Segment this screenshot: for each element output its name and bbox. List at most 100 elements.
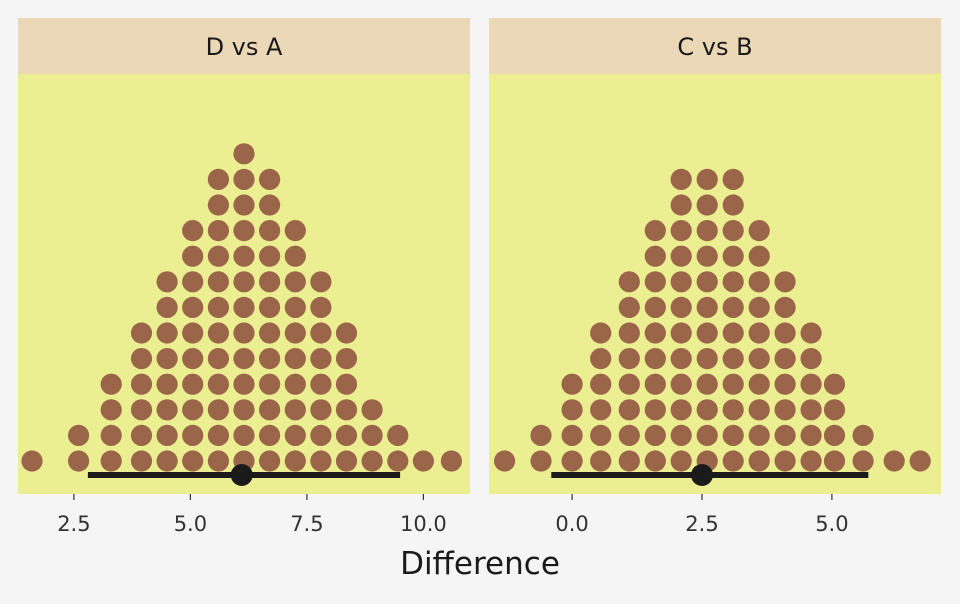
- dot: [335, 450, 358, 472]
- dot: [644, 348, 666, 370]
- dot: [387, 450, 409, 472]
- dot: [748, 322, 770, 344]
- panel-2-dots: [494, 168, 931, 472]
- dot: [310, 399, 332, 421]
- dot: [335, 348, 358, 370]
- dot: [696, 296, 718, 318]
- dot: [670, 271, 692, 293]
- panel-1-strip: [18, 18, 470, 74]
- dot: [387, 424, 409, 446]
- dot: [883, 450, 905, 472]
- dot: [722, 296, 744, 318]
- dot: [823, 399, 846, 421]
- dot: [618, 271, 640, 293]
- dot: [590, 322, 612, 344]
- dot: [335, 373, 358, 395]
- dot: [800, 322, 822, 344]
- panel-d-vs-a: D vs A 2.5 5.0 7.5 10.0: [18, 18, 470, 536]
- dot: [748, 373, 770, 395]
- dot: [233, 220, 255, 242]
- dot: [618, 348, 640, 370]
- dot: [233, 399, 255, 421]
- dot: [412, 450, 434, 472]
- dot: [259, 271, 281, 293]
- dot: [590, 399, 612, 421]
- dot: [284, 322, 306, 344]
- dot: [748, 348, 770, 370]
- dot: [100, 450, 122, 472]
- dot: [852, 450, 874, 472]
- dot: [670, 296, 692, 318]
- dot: [696, 194, 718, 216]
- dot: [233, 424, 255, 446]
- dot: [618, 322, 640, 344]
- dot: [310, 271, 332, 293]
- dot: [284, 220, 306, 242]
- panel-2-title: C vs B: [677, 33, 752, 61]
- dot: [156, 322, 178, 344]
- dot: [800, 450, 822, 472]
- dot: [130, 348, 153, 370]
- dot: [696, 271, 718, 293]
- dot: [259, 194, 281, 216]
- dot: [696, 220, 718, 242]
- dot: [233, 322, 255, 344]
- dot: [310, 373, 332, 395]
- dot: [618, 373, 640, 395]
- dot: [284, 373, 306, 395]
- dot: [259, 296, 281, 318]
- dot: [284, 245, 306, 267]
- dot: [590, 373, 612, 395]
- panel-2-interval-group: [551, 464, 869, 486]
- dot: [182, 220, 204, 242]
- dot: [670, 245, 692, 267]
- dot: [823, 450, 846, 472]
- dot: [233, 296, 255, 318]
- dot: [259, 399, 281, 421]
- dot: [284, 399, 306, 421]
- dot: [561, 373, 583, 395]
- dot: [259, 245, 281, 267]
- panel-2-tick-label: 0.0: [555, 512, 588, 536]
- dot: [774, 348, 796, 370]
- dot: [259, 450, 281, 472]
- dot: [722, 245, 744, 267]
- dot: [722, 373, 744, 395]
- dot: [909, 450, 931, 472]
- dot: [21, 450, 43, 472]
- dot: [670, 424, 692, 446]
- dot: [696, 373, 718, 395]
- dot: [207, 271, 229, 293]
- dot: [670, 194, 692, 216]
- dot: [259, 168, 281, 190]
- dot: [207, 399, 229, 421]
- dot: [774, 450, 796, 472]
- dot: [748, 399, 770, 421]
- dot: [590, 424, 612, 446]
- panel-1-interval-group: [87, 464, 401, 486]
- point-estimate: [230, 464, 253, 486]
- dot: [748, 450, 770, 472]
- dot: [494, 450, 516, 472]
- dot: [800, 373, 822, 395]
- dot: [440, 450, 462, 472]
- dot: [259, 220, 281, 242]
- dot: [561, 399, 583, 421]
- panel-1-dots: [21, 143, 462, 472]
- dot: [722, 399, 744, 421]
- dot: [644, 450, 666, 472]
- dot: [561, 450, 583, 472]
- dot: [207, 424, 229, 446]
- dot: [722, 271, 744, 293]
- dot: [68, 424, 90, 446]
- dot: [361, 450, 383, 472]
- dot: [156, 424, 178, 446]
- dot: [670, 450, 692, 472]
- dot: [182, 373, 204, 395]
- dot: [100, 373, 122, 395]
- panel-2-strip: [489, 18, 941, 74]
- dot: [335, 424, 358, 446]
- dot: [618, 296, 640, 318]
- dot: [207, 322, 229, 344]
